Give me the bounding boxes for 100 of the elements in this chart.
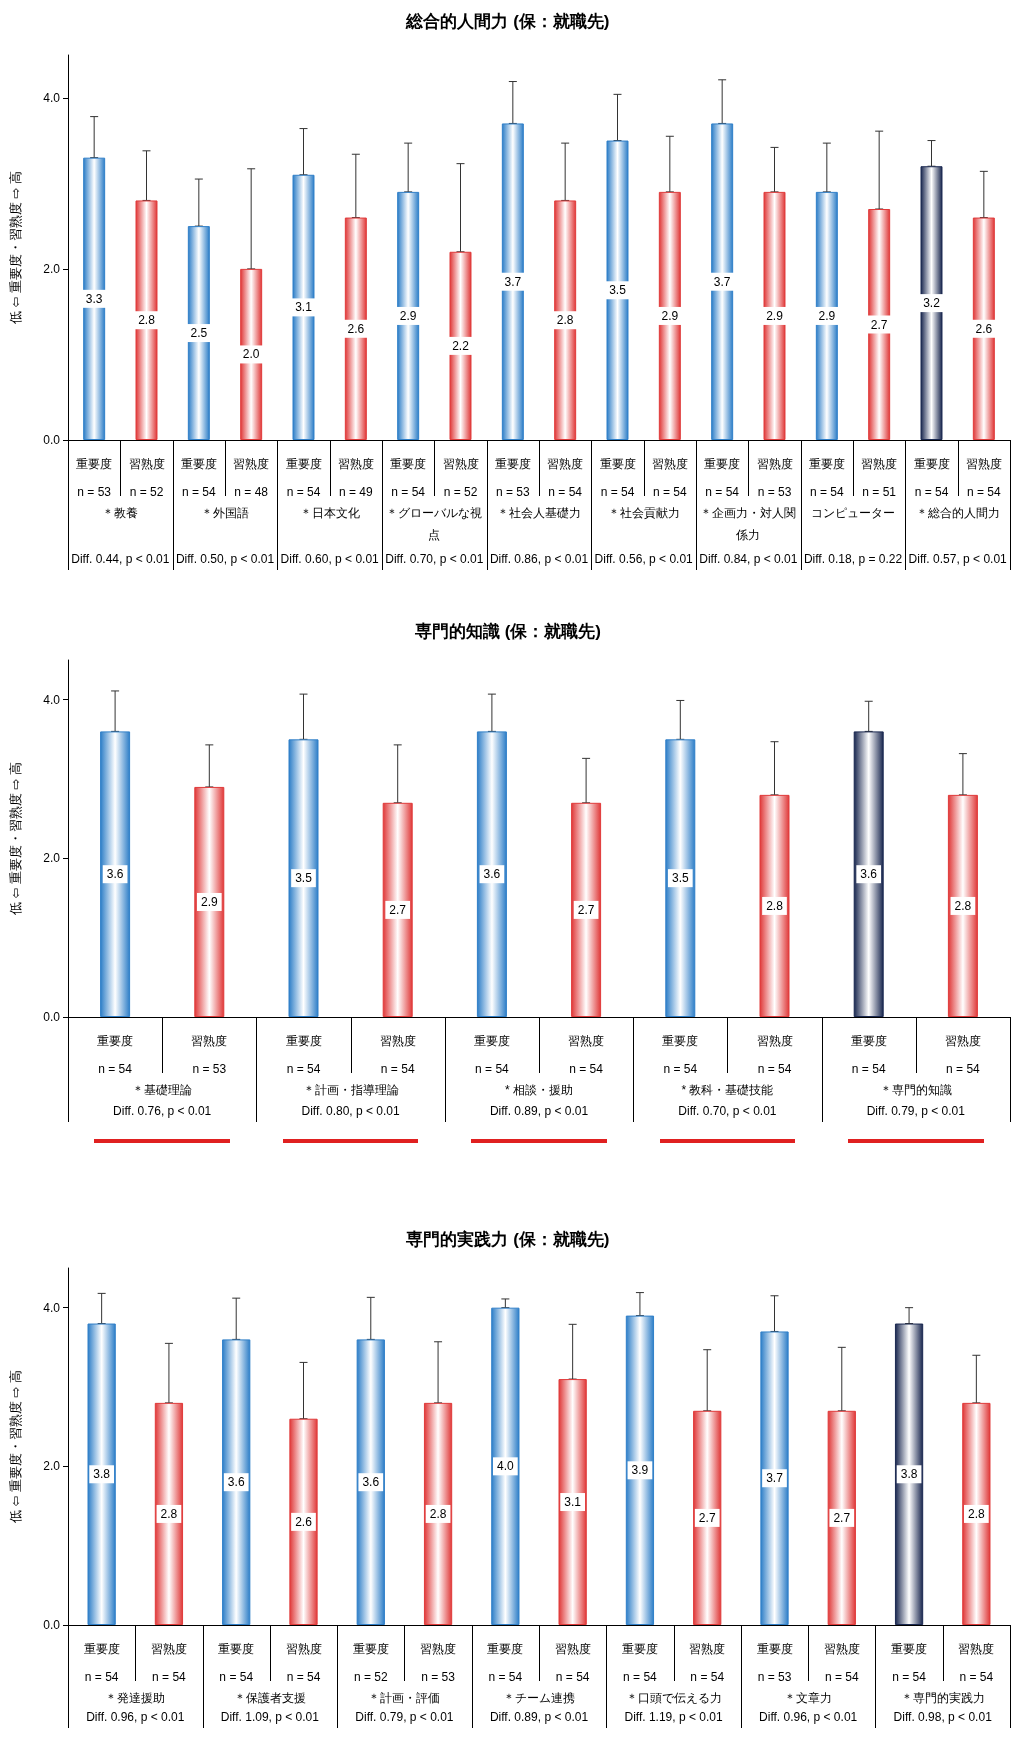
- text: ＊計画・評価: [368, 1691, 441, 1705]
- bar: [356, 1339, 385, 1625]
- text: Diff. 0.70, p < 0.01: [678, 1104, 777, 1118]
- y-axis-title: 低 ⇦ 重要度・習熟度 ⇨ 高: [8, 761, 23, 916]
- bar: [815, 191, 838, 440]
- x-tick-label: 重要度 n = 54: [913, 457, 950, 499]
- data-label: 3.6: [483, 867, 501, 882]
- text: * 相談・援助: [504, 1083, 574, 1097]
- data-label: 2.9: [200, 894, 218, 909]
- bar: [606, 140, 629, 440]
- y-tick-label: 2.0: [43, 851, 61, 866]
- text: Diff. 0.98, p < 0.01: [893, 1710, 993, 1724]
- x-tick-label: 重要度 n = 54: [850, 1034, 887, 1076]
- data-label: 3.5: [671, 871, 689, 886]
- text: ＊チーム連携: [503, 1691, 575, 1705]
- text: Diff. 0.60, p < 0.01: [280, 552, 380, 566]
- x-tick-label: 重要度 n = 54: [599, 457, 636, 499]
- bar: [194, 786, 225, 1017]
- text: Diff. 1.09, p < 0.01: [220, 1710, 320, 1724]
- bar: [558, 1379, 587, 1625]
- data-label: 2.7: [389, 902, 407, 917]
- bar: [920, 166, 943, 440]
- bar: [222, 1339, 251, 1625]
- data-label: 2.8: [138, 313, 156, 328]
- x-tick-label: 習熟度 n = 54: [756, 1034, 793, 1076]
- data-label: 2.8: [556, 313, 574, 328]
- text: ＊外国語: [201, 506, 249, 520]
- y-tick-label: 0.0: [43, 1010, 61, 1024]
- text: Diff. 1.19, p < 0.01: [624, 1710, 723, 1724]
- bar: [501, 123, 524, 440]
- text: Diff. 0.89, p < 0.01: [489, 1710, 589, 1724]
- bar: [491, 1307, 520, 1625]
- x-tick-label: 重要度 n = 52: [352, 1642, 389, 1684]
- x-tick-label: 重要度 n = 54: [218, 1642, 255, 1684]
- bar: [665, 739, 696, 1017]
- bar: [397, 191, 420, 440]
- bar: [947, 794, 978, 1017]
- bar: [344, 217, 367, 440]
- bar: [571, 802, 602, 1017]
- x-tick-label: 習熟度 n = 54: [958, 1642, 995, 1684]
- bar: [763, 191, 786, 440]
- x-tick-label: 習熟度 n = 53: [191, 1034, 228, 1076]
- data-label: 2.8: [766, 898, 784, 913]
- y-tick-label: 4.0: [43, 90, 61, 105]
- x-tick-label: 習熟度 n = 54: [285, 1642, 322, 1684]
- x-tick-label: 習熟度 n = 48: [233, 457, 270, 499]
- text: ＊総合的人間力: [915, 506, 1000, 520]
- x-tick-label: 重要度 n = 53: [494, 457, 531, 499]
- bar: [449, 251, 472, 440]
- x-tick-label: 習熟度 n = 52: [442, 457, 479, 499]
- text: Diff. 0.56, p < 0.01: [594, 552, 694, 566]
- data-label: 3.8: [93, 1467, 111, 1482]
- text: Diff. 0.50, p < 0.01: [175, 552, 275, 566]
- bar: [962, 1402, 991, 1625]
- text: Diff. 0.84, p < 0.01: [699, 552, 798, 566]
- bar: [711, 123, 734, 440]
- data-label: 2.8: [968, 1506, 986, 1521]
- bar: [423, 1402, 453, 1625]
- y-tick-label: 2.0: [43, 261, 61, 276]
- data-label: 2.9: [399, 308, 417, 323]
- bar: [827, 1410, 856, 1625]
- bar: [554, 200, 577, 440]
- text: Diff. 0.57, p < 0.01: [908, 552, 1008, 566]
- y-axis-title: 低 ⇦ 重要度・習熟度 ⇨ 高: [8, 170, 23, 325]
- text: ＊文章力: [784, 1691, 833, 1705]
- bar: [658, 191, 681, 440]
- text: Diff. 0.86, p < 0.01: [489, 552, 589, 566]
- data-label: 3.5: [295, 871, 313, 886]
- y-tick-label: 2.0: [43, 1459, 61, 1474]
- chart-title: 総合的人間力 (保：就職先): [405, 12, 610, 31]
- text: * 教科・基礎技能: [681, 1083, 774, 1097]
- x-tick-label: 習熟度 n = 54: [823, 1642, 860, 1684]
- data-label: 2.8: [429, 1506, 447, 1521]
- x-tick-label: 重要度 n = 54: [704, 457, 741, 499]
- y-tick-label: 4.0: [43, 692, 61, 707]
- x-tick-label: 重要度 n = 54: [487, 1642, 524, 1684]
- bar: [87, 1323, 116, 1625]
- data-label: 2.7: [698, 1510, 716, 1525]
- data-label: 3.6: [227, 1475, 245, 1490]
- text: ＊専門的知識: [879, 1083, 952, 1097]
- y-tick-label: 4.0: [43, 1300, 61, 1315]
- text: Diff. 0.76, p < 0.01: [113, 1104, 212, 1118]
- x-tick-label: 重要度 n = 54: [180, 457, 217, 499]
- x-tick-label: 習熟度 n = 54: [689, 1642, 726, 1684]
- x-tick-label: 習熟度 n = 54: [965, 457, 1002, 499]
- x-tick-label: 習熟度 n = 51: [861, 457, 898, 499]
- text: Diff. 0.96, p < 0.01: [86, 1710, 185, 1724]
- y-tick-label: 0.0: [43, 433, 61, 447]
- text: ＊保護者支援: [233, 1691, 306, 1705]
- text: ＊社会人基礎力: [497, 506, 581, 520]
- x-tick-label: 習熟度 n = 54: [547, 457, 584, 499]
- data-label: 2.7: [833, 1510, 851, 1525]
- text: ＊基礎理論: [132, 1083, 193, 1097]
- chart-title: 専門的知識 (保：就職先): [413, 622, 602, 641]
- data-label: 3.2: [923, 296, 941, 311]
- bar: [83, 157, 106, 440]
- bar: [894, 1323, 924, 1625]
- bar: [288, 739, 319, 1017]
- text: Diff. 0.96, p < 0.01: [759, 1710, 858, 1724]
- data-label: 2.9: [766, 308, 784, 323]
